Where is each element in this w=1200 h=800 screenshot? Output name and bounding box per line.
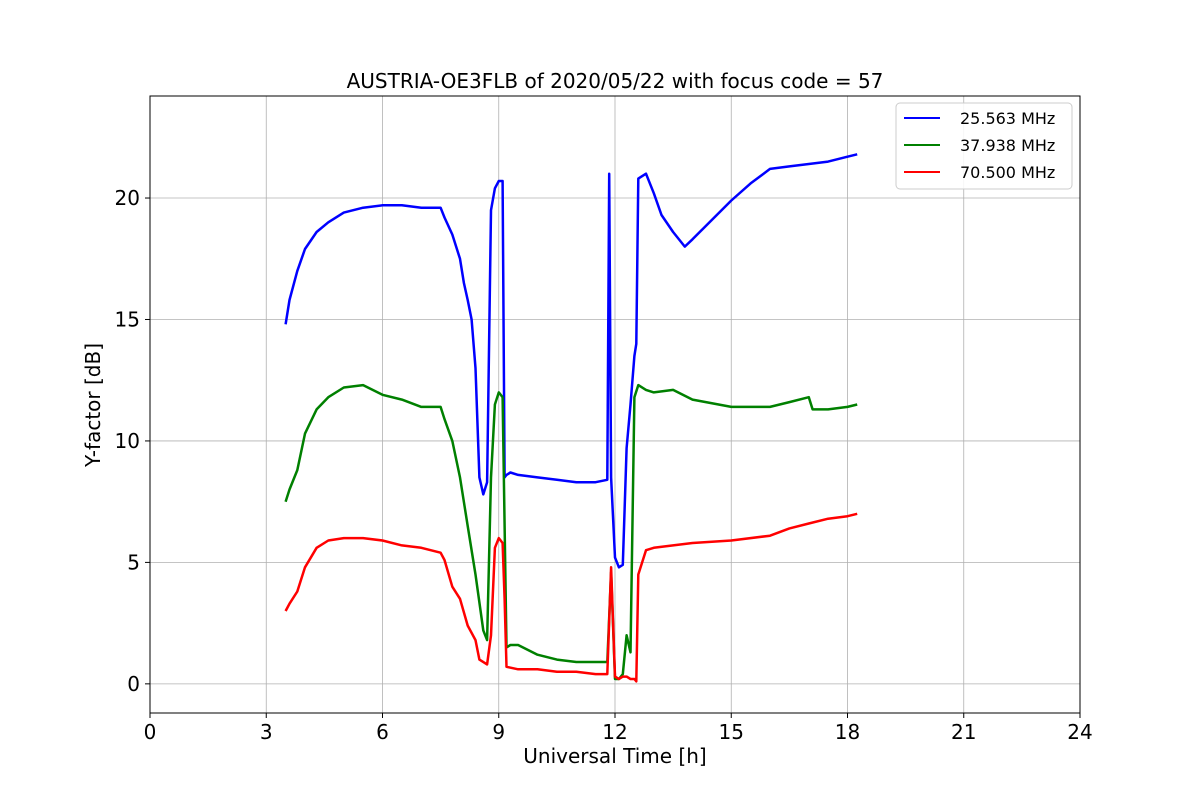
legend: 25.563 MHz 37.938 MHz 70.500 MHz (895, 102, 1073, 190)
x-tick-label: 18 (835, 720, 860, 744)
x-tick-label: 24 (1067, 720, 1092, 744)
legend-box (895, 102, 1073, 190)
x-axis-label: Universal Time [h] (523, 744, 706, 768)
x-tick-label: 6 (376, 720, 389, 744)
series-group (284, 153, 858, 683)
y-tick-label: 15 (115, 307, 140, 331)
series-line-25563 (284, 153, 858, 569)
x-tick-label: 9 (492, 720, 505, 744)
x-tick-label: 21 (951, 720, 976, 744)
y-tick-label: 10 (115, 429, 140, 453)
x-ticks: 0 3 6 9 12 15 18 21 24 (144, 713, 1093, 744)
legend-label-37938: 37.938 MHz (960, 136, 1055, 155)
x-tick-label: 15 (719, 720, 744, 744)
y-tick-label: 0 (127, 672, 140, 696)
chart-title: AUSTRIA-OE3FLB of 2020/05/22 with focus … (347, 69, 884, 93)
x-tick-label: 3 (260, 720, 273, 744)
y-tick-label: 20 (115, 186, 140, 210)
y-ticks: 0 5 10 15 20 (115, 186, 150, 696)
x-tick-label: 0 (144, 720, 157, 744)
y-axis-label: Y-factor [dB] (81, 343, 105, 468)
y-tick-label: 5 (127, 550, 140, 574)
legend-label-70500: 70.500 MHz (960, 163, 1055, 182)
series-line-70500 (284, 512, 858, 683)
series-line-37938 (284, 383, 858, 681)
legend-label-25563: 25.563 MHz (960, 109, 1055, 128)
x-tick-label: 12 (602, 720, 627, 744)
